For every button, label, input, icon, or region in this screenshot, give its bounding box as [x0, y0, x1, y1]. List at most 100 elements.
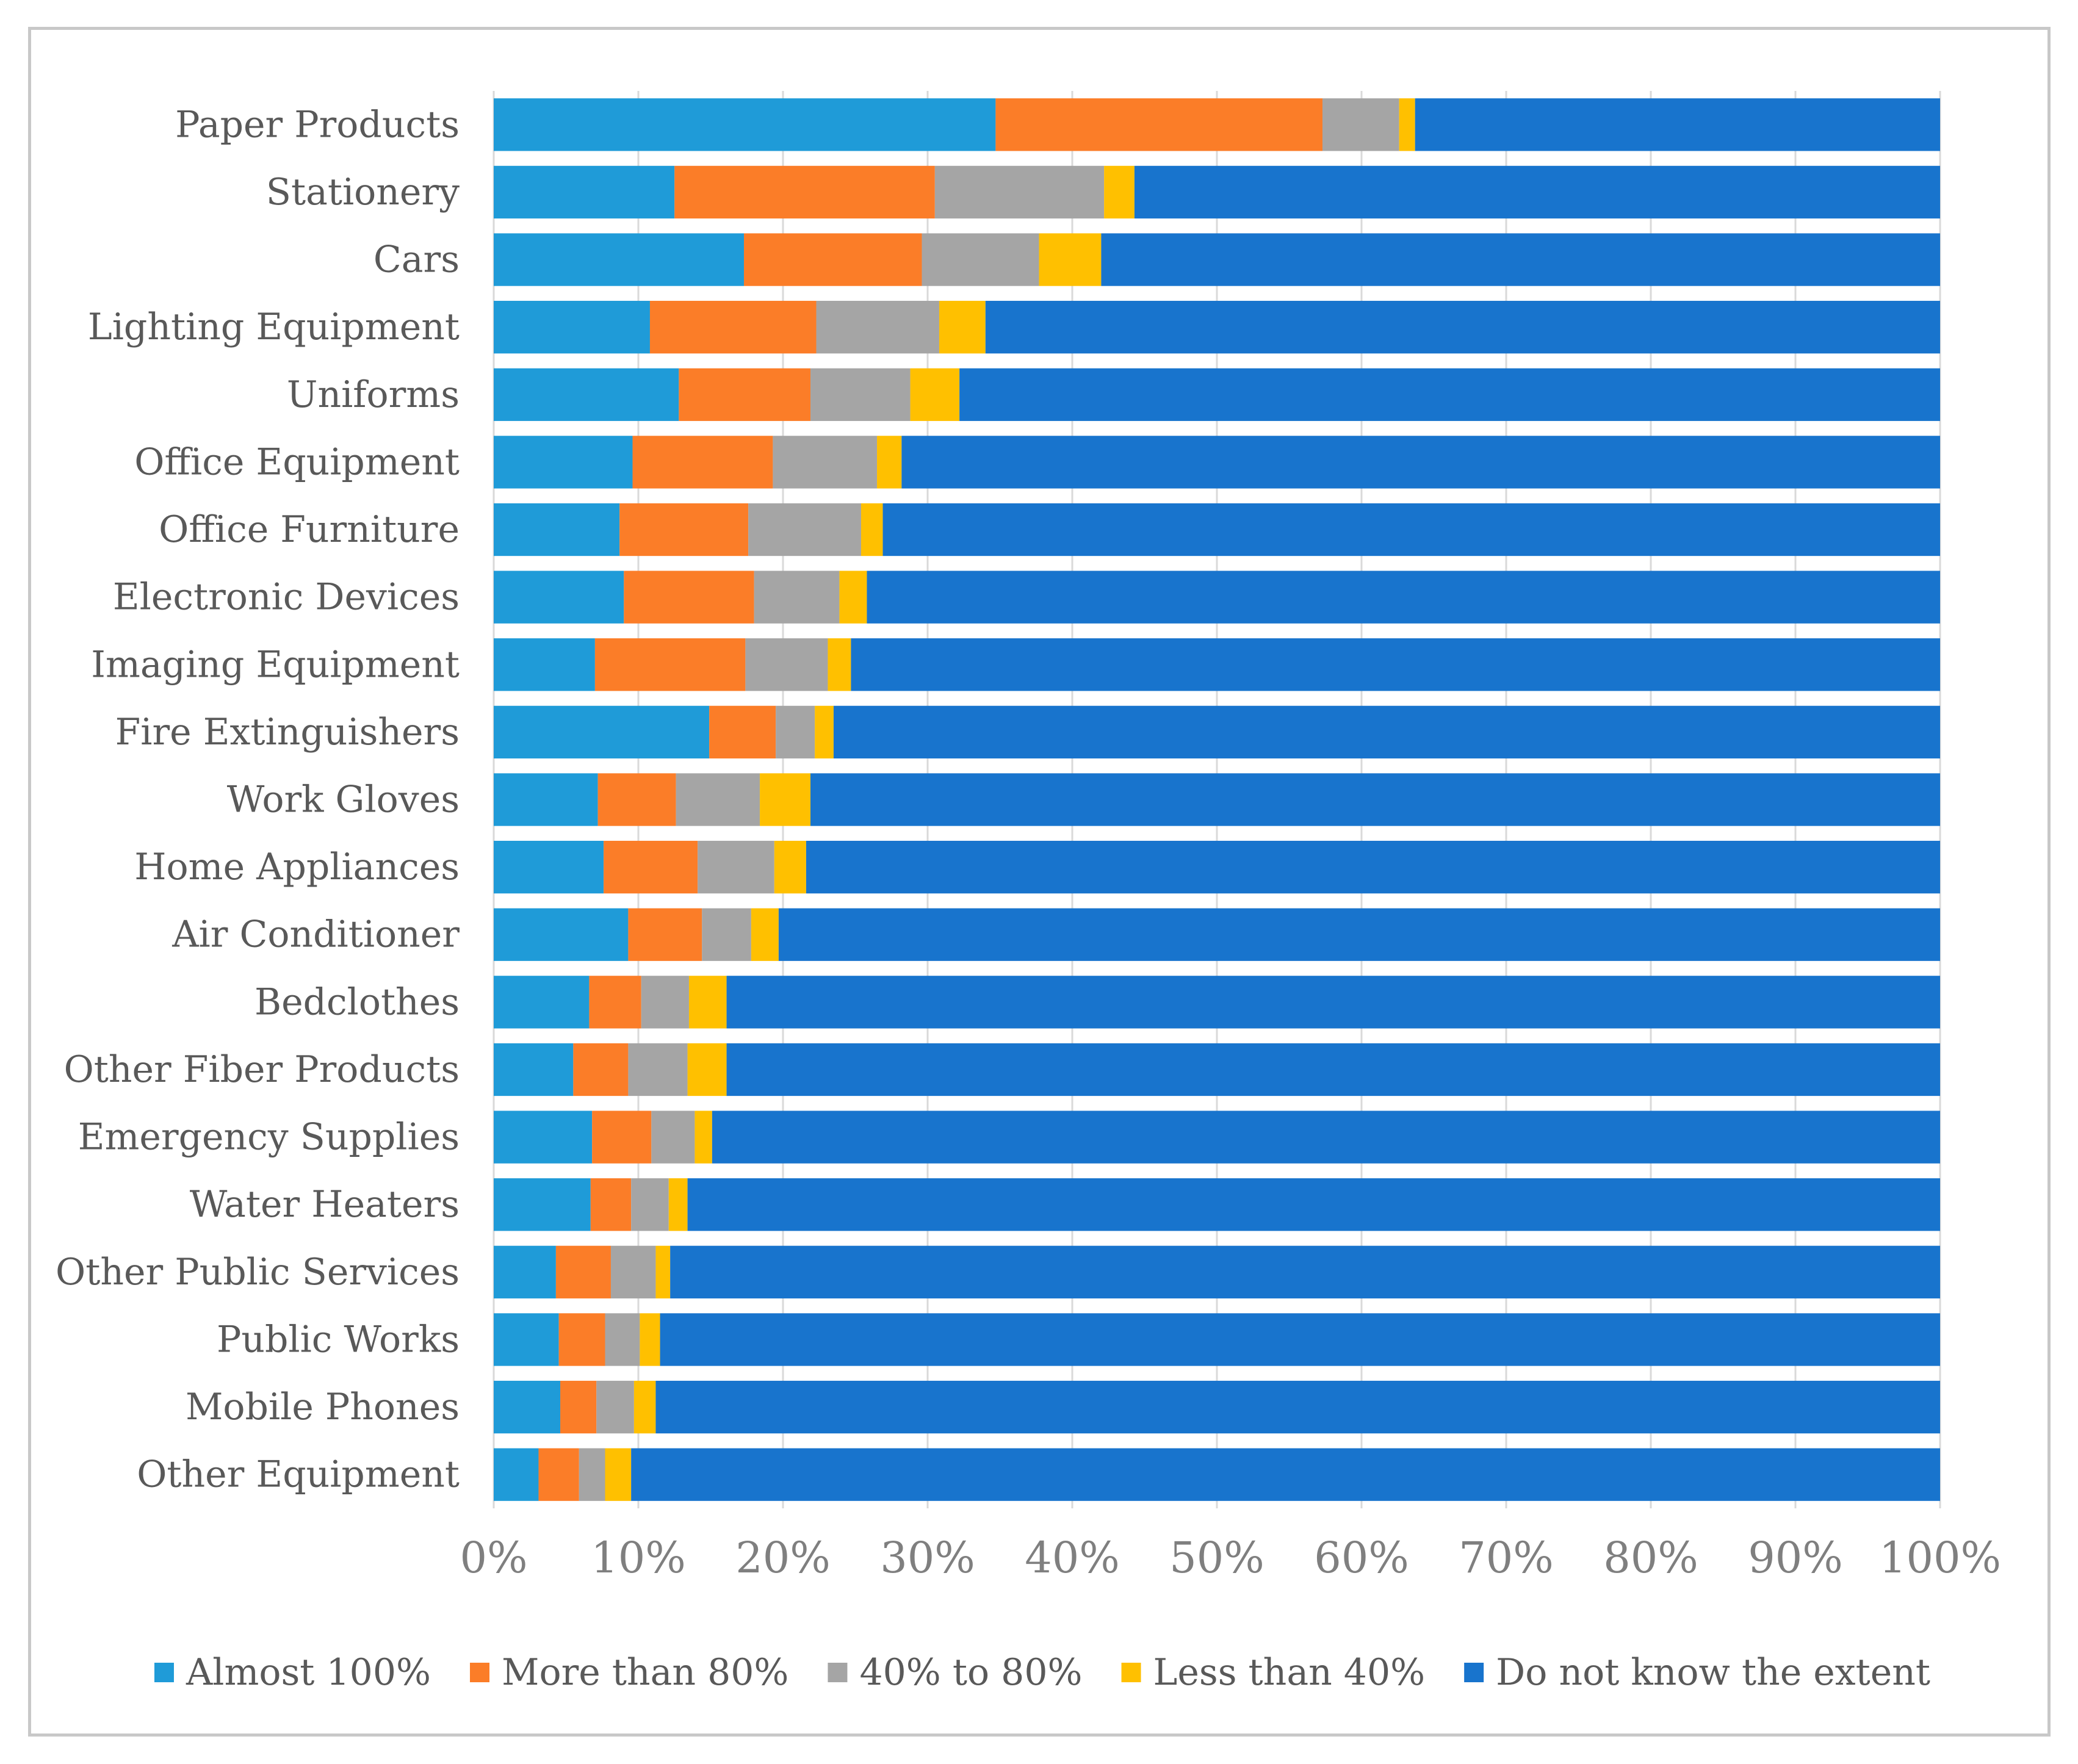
bar-segment [494, 503, 620, 556]
category-label: Uniforms [287, 373, 460, 416]
bar-segment [709, 705, 776, 759]
bar-segment [867, 571, 1940, 624]
category-label: Home Appliances [134, 846, 460, 888]
bar-segment [679, 368, 811, 421]
bar-segment [597, 773, 676, 826]
bar-segment [494, 638, 595, 691]
bar-segment [778, 908, 1940, 961]
bar-segment [494, 233, 745, 286]
bar-segment [674, 165, 935, 219]
bar-segment [494, 368, 679, 421]
category-label: Paper Products [175, 103, 460, 146]
bar-segment [751, 908, 779, 961]
bar-segment [1415, 98, 1940, 151]
bar-segment [702, 908, 751, 961]
legend-label: Almost 100% [186, 1651, 431, 1694]
category-label: Office Equipment [134, 441, 460, 483]
legend-item: More than 80% [470, 1651, 788, 1694]
bar-segment [660, 1313, 1940, 1366]
bar-segment [676, 773, 760, 826]
category-label: Cars [373, 239, 460, 281]
bar-segment [1134, 165, 1940, 219]
legend-item: Do not know the extent [1464, 1651, 1930, 1694]
bar-segment [605, 1313, 640, 1366]
legend-label: More than 80% [502, 1651, 788, 1694]
bar-segment [877, 436, 902, 489]
x-tick-label: 70% [1459, 1533, 1554, 1583]
bar-segment [592, 1111, 652, 1164]
bar-segment [995, 98, 1323, 151]
bar-segment [494, 1448, 539, 1501]
bar-segment [610, 1245, 656, 1298]
bar-segment [816, 301, 939, 354]
bar-segment [494, 571, 624, 624]
x-tick-label: 100% [1879, 1533, 2001, 1583]
bar-segment [687, 1178, 1940, 1231]
bar-segment [712, 1111, 1940, 1164]
bar-segment [726, 976, 1940, 1029]
bar-segment [833, 705, 1940, 759]
bar-segment [939, 301, 986, 354]
bar-segment [828, 638, 851, 691]
bar-segment [959, 368, 1940, 421]
category-label: Bedclothes [254, 981, 460, 1023]
bar-segment [538, 1448, 579, 1501]
category-label: Stationery [266, 171, 460, 214]
bar-segment [1322, 98, 1399, 151]
legend: Almost 100% More than 80% 40% to 80% Less t… [154, 1651, 1930, 1694]
bar-segment [1101, 233, 1940, 286]
bar-segment [745, 638, 828, 691]
chart-frame: Paper Products Stationery Cars Lighting Equ… [28, 27, 2051, 1737]
legend-swatch [470, 1663, 490, 1682]
bar-segment [494, 301, 650, 354]
bar-segment [839, 571, 867, 624]
bar-segment [494, 98, 996, 151]
legend-label: 40% to 80% [859, 1651, 1082, 1694]
bar-segment [555, 1245, 611, 1298]
bar-segment [631, 1178, 669, 1231]
bar-segment [815, 705, 834, 759]
bar-segment [810, 368, 911, 421]
x-tick-label: 10% [591, 1533, 686, 1583]
legend-item: Less than 40% [1121, 1651, 1425, 1694]
bar-segment [596, 1380, 634, 1434]
bar-segment [901, 436, 1940, 489]
bar-segment [688, 976, 727, 1029]
bar-segment [922, 233, 1039, 286]
bar-segment [776, 705, 815, 759]
x-tick-label: 60% [1314, 1533, 1409, 1583]
category-label: Mobile Phones [186, 1386, 460, 1428]
bar-segment [579, 1448, 605, 1501]
category-label: Imaging Equipment [91, 643, 460, 686]
bar-segment [494, 840, 604, 894]
category-label: Public Works [217, 1318, 460, 1361]
bar-segment [605, 1448, 632, 1501]
x-tick-label: 0% [460, 1533, 527, 1583]
bar-segment [934, 165, 1105, 219]
legend-label: Do not know the extent [1496, 1651, 1930, 1694]
category-label: Other Equipment [137, 1453, 460, 1496]
bar-segment [985, 301, 1940, 354]
category-label: Fire Extinguishers [115, 711, 460, 754]
x-tick-label: 90% [1748, 1533, 1843, 1583]
bar-segment [668, 1178, 688, 1231]
x-tick-label: 30% [880, 1533, 975, 1583]
bar-segment [760, 773, 811, 826]
bar-segment [558, 1313, 605, 1366]
bar-segment [590, 1178, 632, 1231]
bar-segment [1399, 98, 1415, 151]
bar-segment [655, 1245, 671, 1298]
legend-swatch [154, 1663, 174, 1682]
bar-segment [810, 773, 1940, 826]
category-label: Emergency Supplies [78, 1116, 460, 1159]
bar-segment [641, 976, 689, 1029]
bar-segment [631, 1448, 1941, 1501]
bar-segment [851, 638, 1940, 691]
bar-segment [651, 1111, 695, 1164]
bar-segment [494, 1245, 556, 1298]
bar-segment [494, 1043, 574, 1096]
category-label: Other Public Services [56, 1251, 460, 1294]
bar-segment [882, 503, 1940, 556]
bar-segment [633, 1380, 656, 1434]
bar-segment [649, 301, 817, 354]
